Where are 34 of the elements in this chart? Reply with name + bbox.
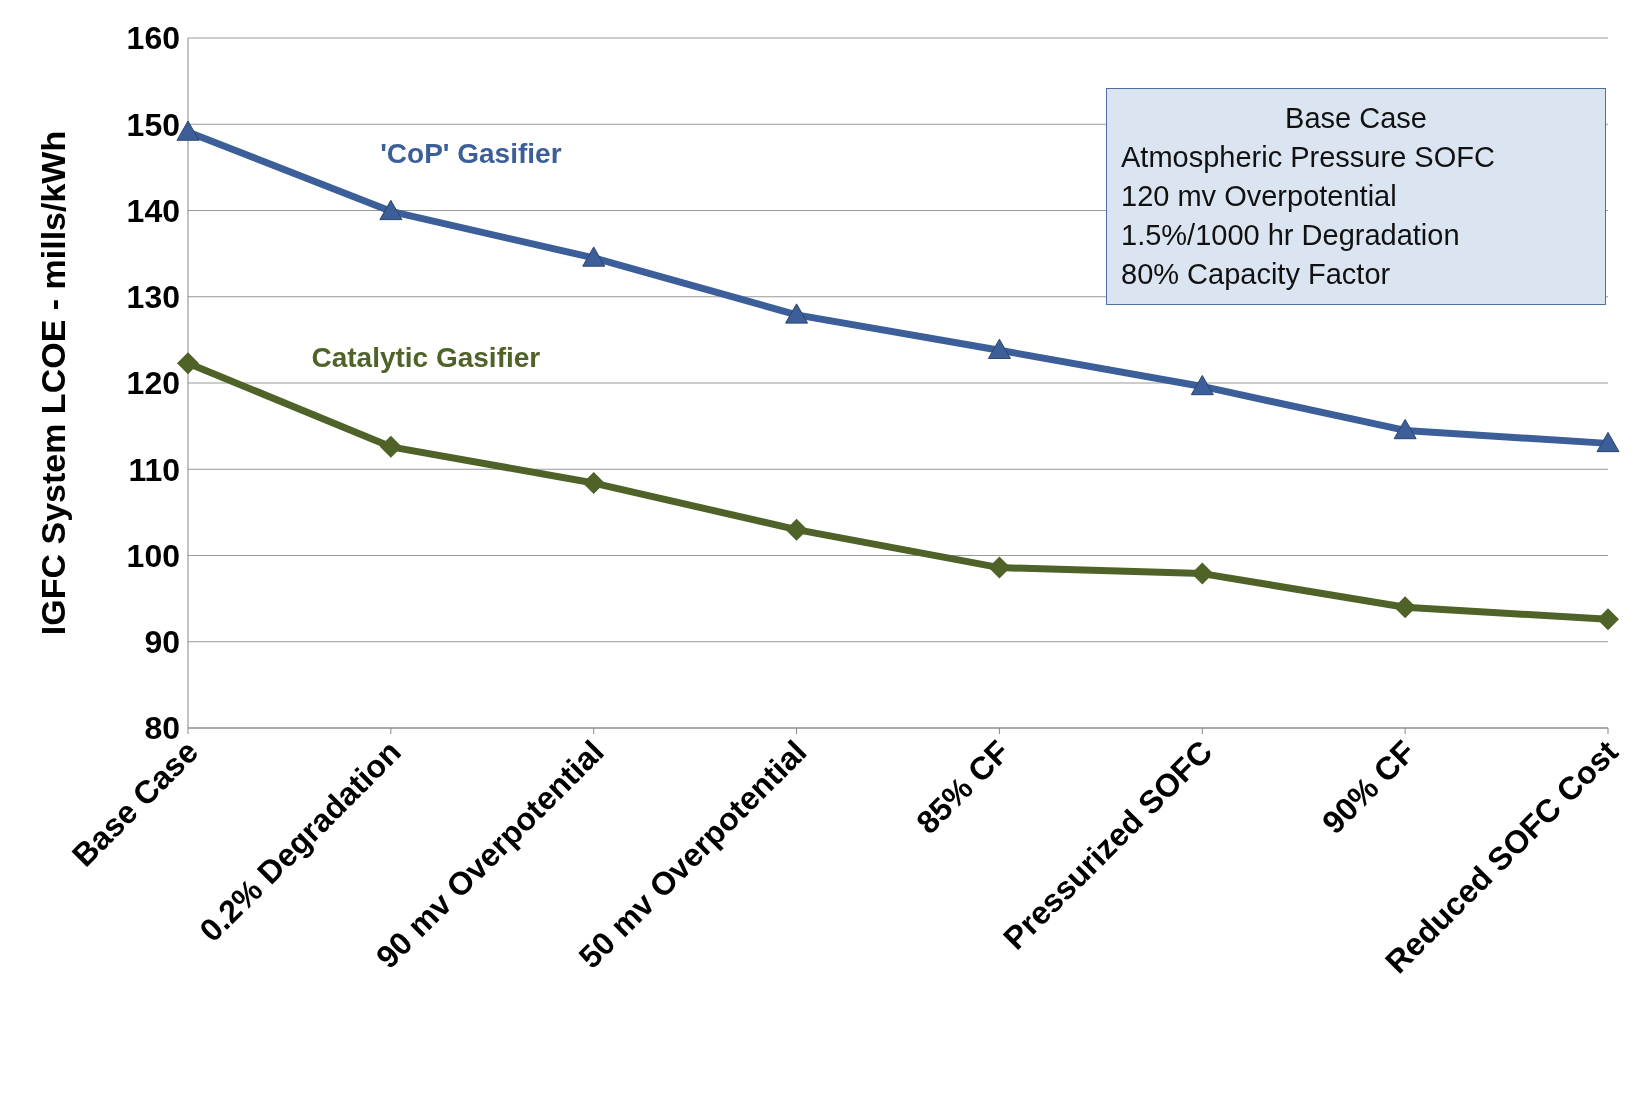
series-label: Catalytic Gasifier <box>311 341 541 373</box>
y-tick-label: 120 <box>126 365 180 402</box>
point <box>582 246 606 267</box>
point <box>1191 562 1214 585</box>
point <box>1596 431 1620 453</box>
point <box>987 338 1011 359</box>
x-tick-label: 85% CF <box>909 733 1017 841</box>
y-tick-label: 140 <box>126 192 180 229</box>
annotation: 80% Capacity Factor <box>1121 257 1392 292</box>
point <box>379 435 402 458</box>
y-tick-label: 130 <box>126 279 180 316</box>
point <box>1190 374 1214 396</box>
y-axis-title: IGFC System LCOE - mills/kWh <box>34 130 73 636</box>
annotation: 120 mv Overpotential <box>1121 179 1398 214</box>
annotation: 1.5%/1000 hr Degradation <box>1121 218 1461 253</box>
point <box>177 352 199 375</box>
y-tick-label: 80 <box>144 710 180 747</box>
y-tick-label: 100 <box>126 537 180 574</box>
point <box>379 199 403 221</box>
point <box>1394 596 1417 619</box>
y-tick-label: 160 <box>126 20 180 57</box>
point <box>1597 608 1619 631</box>
point <box>988 556 1011 579</box>
series-label: 'CoP' Gasifier <box>380 138 562 170</box>
point <box>785 518 808 541</box>
x-tick-label: 90% CF <box>1314 733 1423 841</box>
y-tick-label: 110 <box>128 451 180 488</box>
point <box>582 472 605 495</box>
point <box>785 303 809 324</box>
y-tick-label: 90 <box>144 624 180 661</box>
annotation: Base Case <box>1284 101 1428 136</box>
point <box>1393 418 1417 440</box>
y-tick-label: 150 <box>126 106 180 143</box>
annotation: Atmospheric Pressure SOFC <box>1121 140 1496 175</box>
